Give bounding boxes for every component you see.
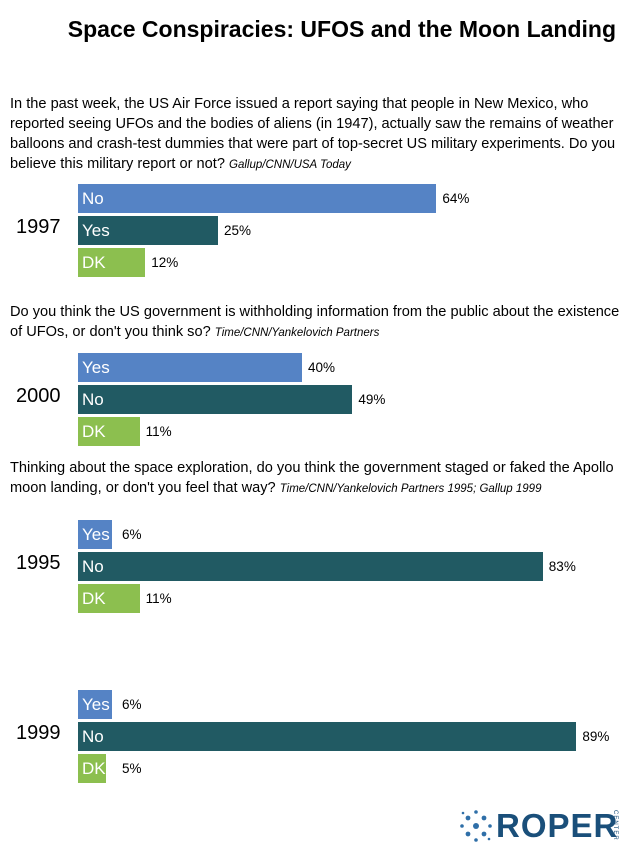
question-text: In the past week, the US Air Force issue… — [10, 96, 616, 172]
value-label-1999-no: 89% — [582, 729, 610, 744]
bar-1999-yes: Yes — [78, 690, 112, 719]
roper-logo: ROPER CENTER — [458, 806, 626, 846]
value-label-1995-dk: 11% — [145, 591, 172, 606]
value-label-2000-yes: 40% — [308, 360, 336, 375]
year-label-2000: 2000 — [16, 385, 61, 407]
value-label-1999-dk: 5% — [122, 761, 142, 776]
bar-1995-yes: Yes — [78, 520, 112, 549]
bar-1997-no: No — [78, 184, 437, 213]
bar-2000-no: No — [78, 385, 353, 414]
question-2000: Do you think the US government is withho… — [10, 302, 625, 343]
bar-2000-dk: DK — [78, 417, 140, 446]
question-source: Time/CNN/Yankelovich Partners — [214, 327, 380, 339]
question-source: Time/CNN/Yankelovich Partners 1995; Gall… — [279, 483, 542, 495]
question-text: Do you think the US government is withho… — [10, 304, 620, 340]
question-1997: In the past week, the US Air Force issue… — [10, 94, 625, 175]
bar-1997-dk: DK — [78, 248, 146, 277]
bar-1997-yes: Yes — [78, 216, 218, 245]
bar-1995-no: No — [78, 552, 543, 581]
roper-logo-sub: CENTER — [612, 810, 618, 841]
year-label-1999: 1999 — [16, 722, 61, 744]
year-label-1997: 1997 — [16, 216, 61, 238]
value-label-1997-yes: 25% — [224, 223, 252, 238]
roper-logo-word: ROPER — [496, 807, 619, 844]
bar-1995-dk: DK — [78, 584, 140, 613]
bar-1999-no: No — [78, 722, 577, 751]
question-moon: Thinking about the space exploration, do… — [10, 458, 625, 499]
value-label-1995-yes: 6% — [122, 527, 142, 542]
roper-logo-mark-icon — [460, 810, 492, 842]
question-text: Thinking about the space exploration, do… — [10, 460, 614, 496]
page-title: Space Conspiracies: UFOS and the Moon La… — [67, 16, 616, 42]
year-label-1995: 1995 — [16, 552, 61, 574]
value-label-1997-dk: 12% — [151, 255, 179, 270]
question-source: Gallup/CNN/USA Today — [229, 159, 351, 171]
bar-1999-dk: DK — [78, 754, 106, 783]
value-label-2000-dk: 11% — [145, 424, 172, 439]
value-label-1995-no: 83% — [548, 559, 576, 574]
value-label-1999-yes: 6% — [122, 697, 142, 712]
value-label-2000-no: 49% — [358, 392, 386, 407]
bar-2000-yes: Yes — [78, 353, 302, 382]
value-label-1997-no: 64% — [442, 191, 470, 206]
